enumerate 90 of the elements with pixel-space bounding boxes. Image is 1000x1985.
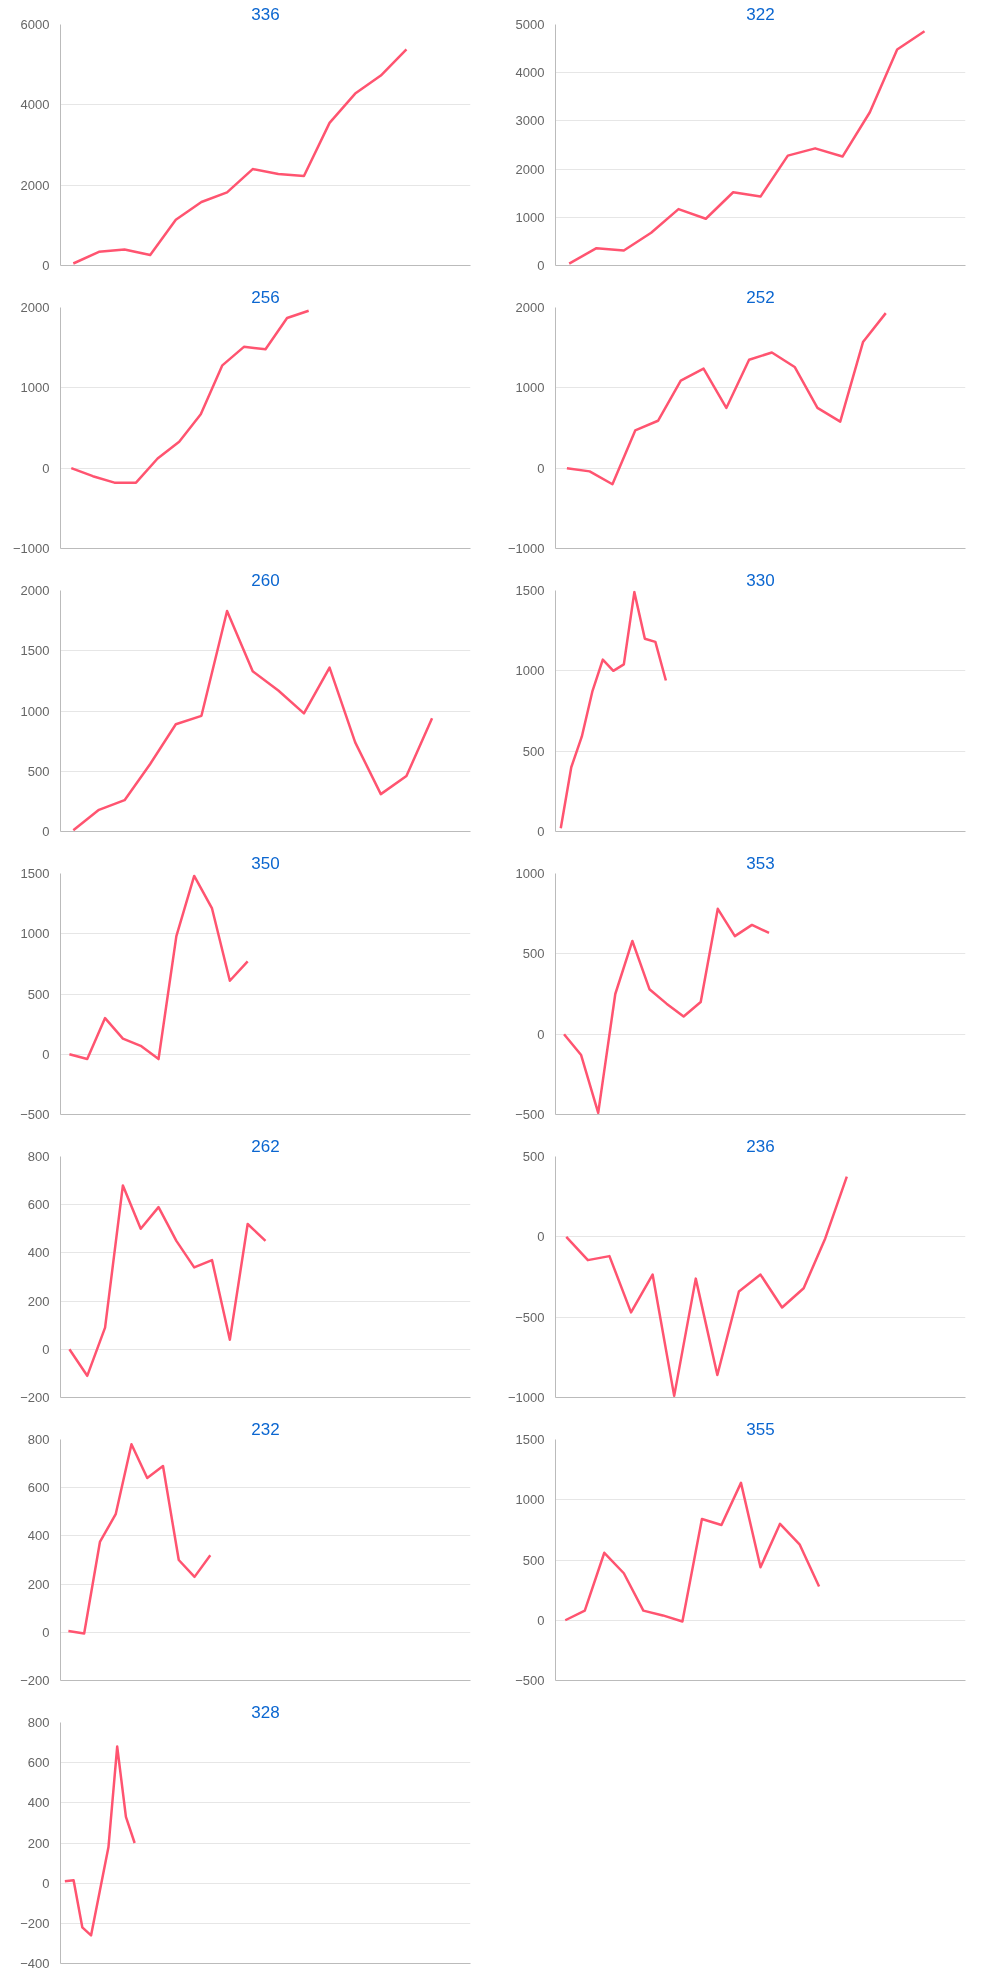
- y-tick-label: −500: [20, 1107, 50, 1122]
- line-series: [562, 907, 771, 1115]
- y-tick-label: 1000: [20, 703, 50, 719]
- y-tick-label: 500: [522, 743, 545, 759]
- y-tick-label: 0: [42, 1624, 50, 1640]
- chart-title: 322: [746, 4, 775, 24]
- y-tick-label: 400: [27, 1528, 50, 1544]
- y-tick-label: 1000: [515, 1492, 545, 1508]
- y-tick-label: 4000: [515, 65, 545, 81]
- y-tick-label: 500: [522, 946, 545, 962]
- chart-title: 260: [251, 570, 280, 590]
- line-series: [559, 590, 668, 830]
- y-tick-label: 2000: [515, 300, 545, 315]
- line-series: [567, 30, 926, 265]
- y-tick-label: 200: [27, 1576, 50, 1592]
- y-tick-label: 0: [42, 1046, 50, 1062]
- y-tick-label: 1500: [20, 643, 50, 659]
- y-tick-label: 500: [27, 986, 50, 1002]
- y-tick-label: 1500: [515, 583, 545, 598]
- line-series: [68, 874, 249, 1061]
- y-tick-label: 2000: [20, 177, 50, 193]
- y-tick-label: 1500: [20, 866, 50, 881]
- y-tick-label: 0: [537, 258, 545, 273]
- y-tick-label: −200: [20, 1390, 50, 1405]
- y-tick-label: 600: [27, 1755, 50, 1771]
- y-tick-label: 500: [27, 763, 50, 779]
- line-series: [565, 311, 888, 486]
- y-tick-label: 1000: [20, 926, 50, 942]
- y-tick-label: −1000: [507, 1390, 545, 1405]
- y-tick-label: 1000: [515, 209, 545, 225]
- line-series: [565, 1175, 849, 1398]
- chart-title: 236: [746, 1136, 775, 1156]
- line-series: [70, 309, 310, 484]
- y-tick-label: 400: [27, 1245, 50, 1261]
- chart-title: 328: [251, 1702, 280, 1722]
- y-tick-label: 500: [522, 1149, 545, 1164]
- y-tick-label: 0: [42, 1341, 50, 1357]
- y-tick-label: 800: [27, 1715, 50, 1730]
- line-series: [68, 1184, 267, 1378]
- y-tick-label: 2000: [515, 161, 545, 177]
- y-tick-label: 5000: [515, 17, 545, 32]
- y-tick-label: 0: [42, 824, 50, 839]
- y-tick-label: 1000: [515, 663, 545, 679]
- y-tick-label: 200: [27, 1835, 50, 1851]
- y-tick-label: 200: [27, 1293, 50, 1309]
- y-tick-label: 1000: [515, 866, 545, 881]
- line-series: [67, 1443, 212, 1635]
- y-tick-label: 800: [27, 1149, 50, 1164]
- line-series: [564, 1481, 821, 1623]
- chart-title: 256: [251, 287, 280, 307]
- chart-title: 330: [746, 570, 775, 590]
- line-series: [72, 609, 434, 832]
- y-tick-label: −400: [20, 1956, 50, 1971]
- line-series: [63, 1745, 136, 1937]
- y-tick-label: −500: [515, 1107, 545, 1122]
- line-series: [72, 48, 408, 265]
- y-tick-label: −200: [20, 1673, 50, 1688]
- y-tick-label: 4000: [20, 97, 50, 113]
- y-tick-label: −500: [515, 1673, 545, 1688]
- y-tick-label: 0: [537, 824, 545, 839]
- chart-title: 252: [746, 287, 775, 307]
- y-tick-label: −500: [515, 1309, 545, 1325]
- y-tick-label: 1000: [515, 380, 545, 396]
- chart-title: 336: [251, 4, 280, 24]
- chart-title: 350: [251, 853, 280, 873]
- y-tick-label: 0: [537, 1229, 545, 1245]
- y-tick-label: 0: [537, 1026, 545, 1042]
- y-tick-label: 2000: [20, 583, 50, 598]
- y-tick-label: 400: [27, 1795, 50, 1811]
- y-tick-label: −1000: [507, 541, 545, 556]
- y-tick-label: 6000: [20, 17, 50, 32]
- y-tick-label: 0: [537, 1612, 545, 1628]
- y-tick-label: 800: [27, 1432, 50, 1447]
- y-tick-label: 1500: [515, 1432, 545, 1447]
- chart-title: 353: [746, 853, 775, 873]
- y-tick-label: 0: [42, 258, 50, 273]
- y-tick-label: 1000: [20, 380, 50, 396]
- chart-title: 262: [251, 1136, 280, 1156]
- y-tick-label: −200: [20, 1915, 50, 1931]
- y-tick-label: 600: [27, 1480, 50, 1496]
- chart-title: 355: [746, 1419, 775, 1439]
- y-tick-label: 3000: [515, 113, 545, 129]
- y-tick-label: −1000: [12, 541, 50, 556]
- y-tick-label: 0: [42, 1875, 50, 1891]
- y-tick-label: 2000: [20, 300, 50, 315]
- y-tick-label: 0: [537, 460, 545, 476]
- y-tick-label: 0: [42, 460, 50, 476]
- y-tick-label: 500: [522, 1552, 545, 1568]
- y-tick-label: 600: [27, 1197, 50, 1213]
- chart-title: 232: [251, 1419, 280, 1439]
